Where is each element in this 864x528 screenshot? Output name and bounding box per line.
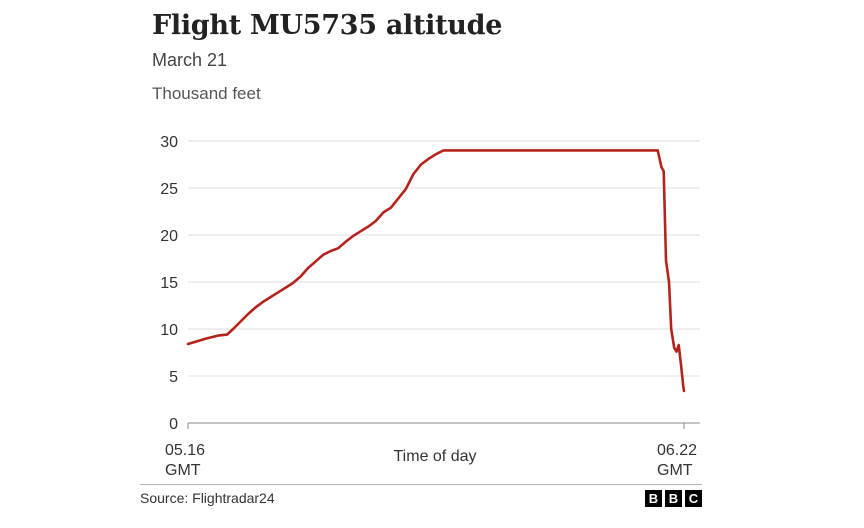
source-note: Source: Flightradar24 xyxy=(140,490,275,506)
y-axis-label: Thousand feet xyxy=(152,84,261,103)
chart-subtitle: March 21 xyxy=(152,50,228,70)
logo-letter-c: C xyxy=(685,490,702,507)
y-tick-label-20: 20 xyxy=(160,228,178,245)
gridlines xyxy=(188,140,700,377)
chart-title: Flight MU5735 altitude xyxy=(152,10,503,41)
logo-letter-b1: B xyxy=(645,490,662,507)
x-tick-label-start: 05.16 GMT xyxy=(165,441,205,481)
logo-letter-b2: B xyxy=(665,490,682,507)
x-tick-end-unit: GMT xyxy=(657,462,693,479)
y-tick-labels: 0 5 10 15 20 25 30 xyxy=(160,134,178,433)
x-axis-label: Time of day xyxy=(393,448,477,465)
x-tick-marks xyxy=(187,423,685,429)
bbc-logo: B B C xyxy=(645,490,702,507)
y-tick-label-0: 0 xyxy=(169,416,178,433)
y-tick-label-15: 15 xyxy=(160,275,178,292)
x-tick-label-end: 06.22 GMT xyxy=(657,441,697,481)
y-tick-label-30: 30 xyxy=(160,134,178,151)
x-tick-end-time: 06.22 xyxy=(657,442,698,459)
x-tick-start-time: 05.16 xyxy=(165,442,206,459)
y-tick-label-10: 10 xyxy=(160,322,178,339)
series-line-altitude xyxy=(186,149,686,393)
y-tick-label-5: 5 xyxy=(169,369,178,386)
y-tick-label-25: 25 xyxy=(160,181,178,198)
footer-divider xyxy=(140,484,702,485)
x-tick-start-unit: GMT xyxy=(165,462,201,479)
